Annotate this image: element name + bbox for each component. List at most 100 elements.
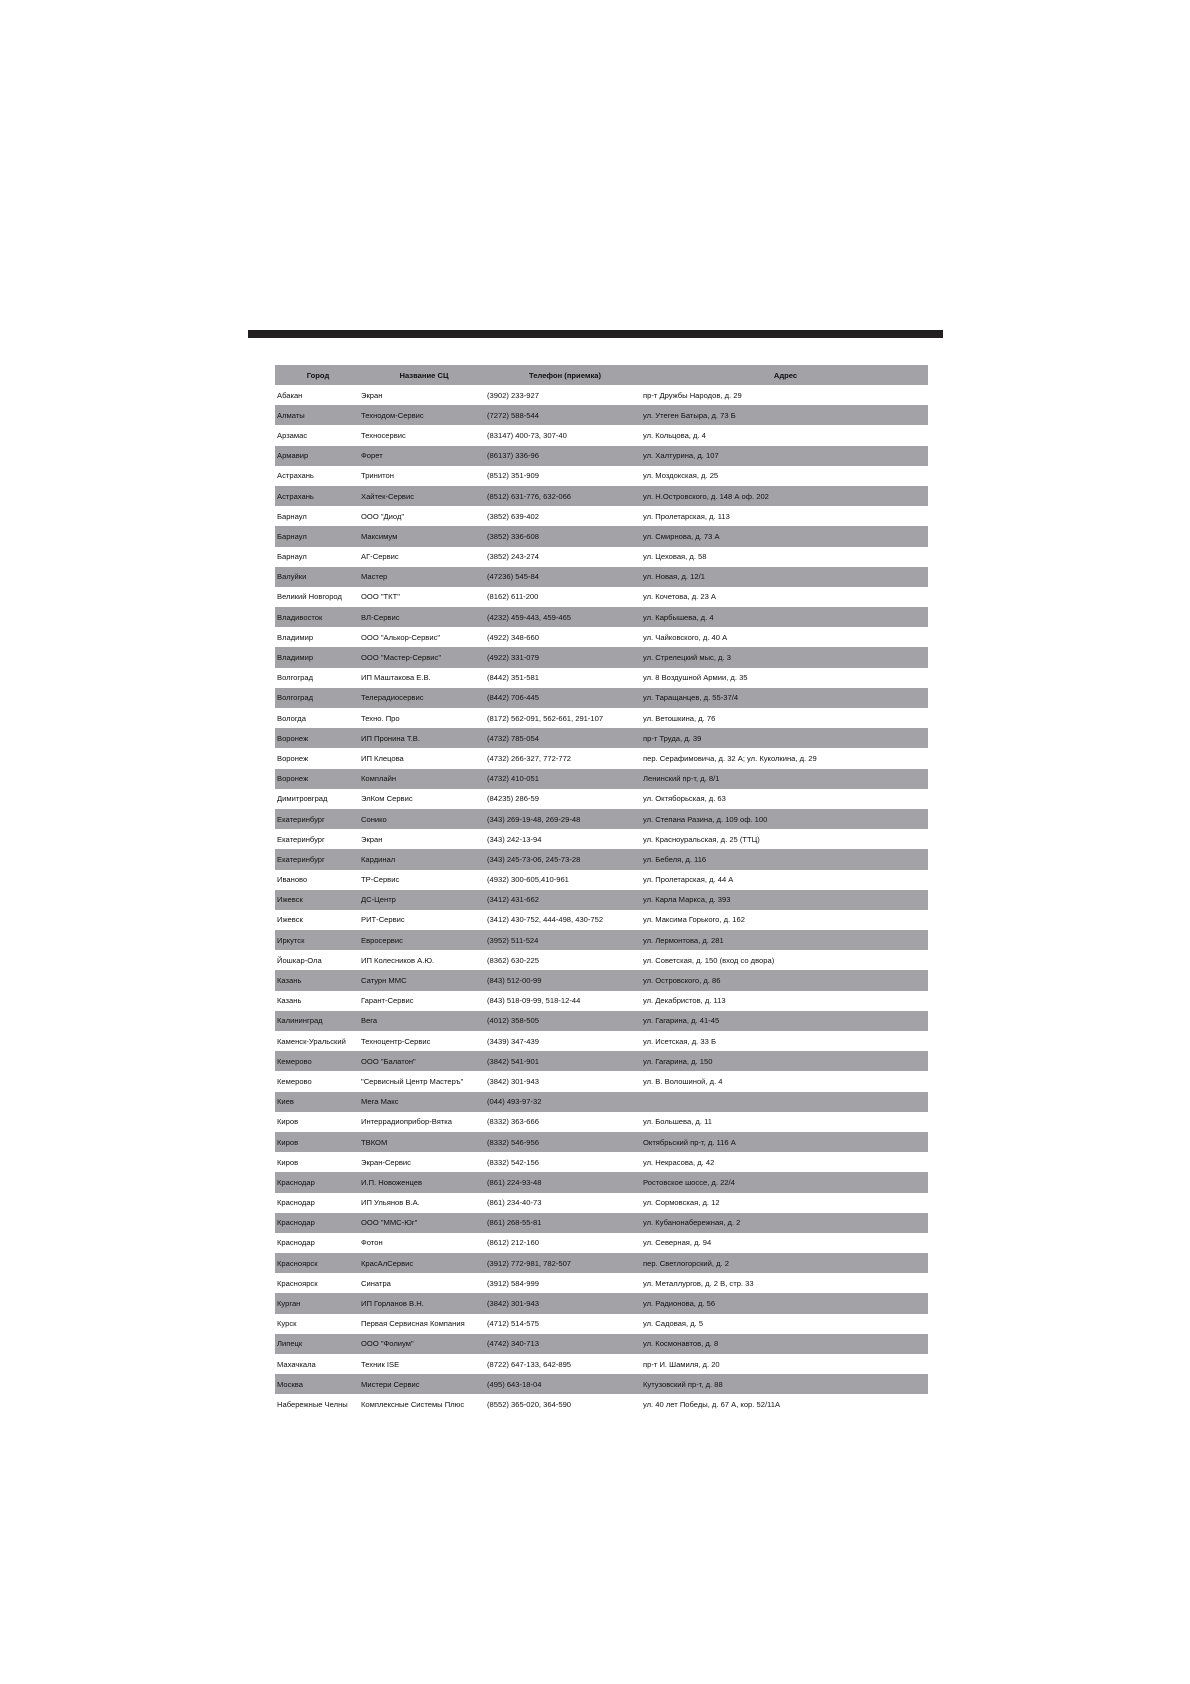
- cell-city: Краснодар: [277, 1238, 315, 1248]
- cell-phone: (343) 242-13-94: [487, 834, 542, 844]
- cell-city: Курган: [277, 1299, 301, 1309]
- cell-city: Екатеринбург: [277, 814, 325, 824]
- cell-phone: (8512) 351-909: [487, 471, 539, 481]
- cell-address: ул. Карбышева, д. 4: [643, 612, 714, 622]
- table-row: Барнаул ООО "Диод" (3852) 639-402 ул. Проле…: [275, 506, 928, 526]
- cell-address: ул. В. Волошиной, д. 4: [643, 1076, 723, 1086]
- cell-address: ул. Максима Горького, д. 162: [643, 915, 745, 925]
- cell-city: Воронеж: [277, 733, 309, 743]
- cell-name: Евросервис: [361, 935, 403, 945]
- cell-address: ул. 40 лет Победы, д. 67 А, кор. 52/11А: [643, 1399, 781, 1409]
- cell-name: Мега Макс: [361, 1097, 399, 1107]
- cell-phone: (861) 234-40-73: [487, 1198, 542, 1208]
- cell-phone: (4732) 785-054: [487, 733, 539, 743]
- cell-name: Технодом-Сервис: [361, 410, 424, 420]
- cell-phone: (8612) 212-160: [487, 1238, 539, 1248]
- cell-address: ул. Большева, д. 11: [643, 1117, 712, 1127]
- cell-name: ООО "Алькор-Сервис": [361, 632, 441, 642]
- cell-city: Валуйки: [277, 572, 307, 582]
- table-row: Барнаул Максимум (3852) 336-608 ул. Смирнов…: [275, 526, 928, 547]
- cell-name: Техноцентр-Сервис: [361, 1036, 431, 1046]
- cell-name: Форет: [361, 451, 383, 461]
- cell-name: И.П. Новоженцев: [361, 1177, 423, 1187]
- cell-phone: (3902) 233-927: [487, 390, 539, 400]
- cell-name: ИП Горланов В.Н.: [361, 1299, 424, 1309]
- cell-city: Астрахань: [277, 491, 314, 501]
- cell-name: КрасАлСервис: [361, 1258, 414, 1268]
- cell-name: Комплексные Системы Плюс: [361, 1399, 465, 1409]
- cell-city: Казань: [277, 976, 302, 986]
- cell-address: ул. Бебеля, д. 116: [643, 854, 707, 864]
- cell-address: ул. Садовая, д. 5: [643, 1319, 704, 1329]
- cell-city: Москва: [277, 1379, 303, 1389]
- cell-city: Воронеж: [277, 753, 309, 763]
- cell-phone: (8332) 542-156: [487, 1157, 539, 1167]
- cell-address: ул. Космонавтов, д. 8: [643, 1339, 719, 1349]
- cell-phone: (3852) 639-402: [487, 511, 539, 521]
- cell-phone: (3912) 772-981, 782-507: [487, 1258, 572, 1268]
- cell-address: ул. Октяборьская, д. 63: [643, 794, 726, 804]
- cell-name: ООО "Мастер-Сервис": [361, 653, 442, 663]
- cell-name: ООО "ММС-Юг": [361, 1218, 418, 1228]
- table-row: Абакан Экран (3902) 233-927 пр-т Дружбы Нар…: [275, 385, 928, 405]
- service-centers-table: Город Название СЦ Телефон (приемка) Адре…: [275, 365, 928, 1415]
- table-row: Киров Экран-Сервис (8332) 542-156 ул. Некра…: [275, 1152, 928, 1172]
- cell-name: Тринитон: [361, 471, 394, 481]
- cell-address: ул. Н.Островского, д. 148 А оф. 202: [643, 491, 769, 501]
- cell-address: Кутузовский пр-т, д. 88: [643, 1379, 723, 1389]
- table-body: Абакан Экран (3902) 233-927 пр-т Дружбы Нар…: [275, 385, 928, 1415]
- cell-phone: (8332) 363-666: [487, 1117, 539, 1127]
- cell-name: Гарант-Сервис: [361, 996, 414, 1006]
- cell-address: ул. Халтурина, д. 107: [643, 451, 719, 461]
- table-row: Краснодар ООО "ММС-Юг" (861) 268-55-81 ул. …: [275, 1212, 928, 1233]
- table-row: Алматы Технодом-Сервис (7272) 588-544 ул. У…: [275, 405, 928, 426]
- table-row: Вологда Техно. Про (8172) 562-091, 562-661…: [275, 708, 928, 728]
- cell-phone: (7272) 588-544: [487, 410, 539, 420]
- cell-phone: (8442) 706-445: [487, 693, 539, 703]
- cell-city: Волгоград: [277, 673, 314, 683]
- cell-address: Октябрьский пр-т, д. 116 А: [643, 1137, 736, 1147]
- header-phone: Телефон (приемка): [528, 370, 602, 380]
- cell-phone: (8362) 630-225: [487, 955, 539, 965]
- cell-name: Экран: [361, 390, 383, 400]
- cell-phone: (4732) 410-051: [487, 774, 539, 784]
- cell-city: Киров: [277, 1117, 299, 1127]
- cell-city: Владимир: [277, 653, 314, 663]
- cell-city: Липецк: [277, 1339, 303, 1349]
- cell-city: Барнаул: [277, 552, 307, 562]
- table-row: Владивосток ВЛ-Сервис (4232) 459-443, 459-…: [275, 607, 928, 628]
- cell-name: ООО "ТКТ": [361, 592, 400, 602]
- cell-phone: (4742) 340-713: [487, 1339, 539, 1349]
- cell-name: Техник ISE: [361, 1359, 400, 1369]
- cell-phone: (843) 512-00-99: [487, 976, 542, 986]
- cell-address: ул. Кубанонабережная, д. 2: [643, 1218, 741, 1228]
- cell-name: "Сервисный Центр Мастеръ": [361, 1076, 464, 1086]
- cell-name: Техно. Про: [361, 713, 400, 723]
- cell-city: Краснодар: [277, 1218, 315, 1228]
- cell-name: АГ-Сервис: [361, 552, 399, 562]
- cell-phone: (83147) 400-73, 307-40: [487, 430, 567, 440]
- cell-phone: (3952) 511-524: [487, 935, 539, 945]
- cell-name: ИП Пронина Т.В.: [361, 733, 420, 743]
- cell-phone: (8332) 546-956: [487, 1137, 539, 1147]
- cell-name: Экран: [361, 834, 383, 844]
- table-row: Астрахань Хайтек-Сервис (8512) 631-776, 63…: [275, 485, 928, 507]
- table-row: Астрахань Тринитон (8512) 351-909 ул. Моздо…: [275, 466, 928, 486]
- table-row: Каменск-Уральский Техноцентр-Сервис (3439)…: [275, 1031, 928, 1051]
- cell-name: ООО "Диод": [361, 511, 405, 521]
- cell-phone: (8512) 631-776, 632-066: [487, 491, 572, 501]
- cell-city: Киев: [277, 1097, 294, 1107]
- cell-city: Кемерово: [277, 1076, 312, 1086]
- cell-address: пер. Светлогорский, д. 2: [643, 1258, 729, 1268]
- table-header: Город Название СЦ Телефон (приемка) Адре…: [275, 365, 928, 385]
- cell-address: ул. Пролетарская, д. 44 А: [643, 875, 734, 885]
- cell-city: Владивосток: [277, 612, 323, 622]
- cell-name: Мастер: [361, 572, 388, 582]
- cell-phone: (8552) 365-020, 364-590: [487, 1399, 572, 1409]
- table-row: Казань Сатурн ММС (843) 512-00-99 ул. Остро…: [275, 970, 928, 991]
- top-divider-bar: [248, 330, 943, 338]
- cell-phone: (3412) 431-662: [487, 895, 539, 905]
- cell-address: ул. Стрелецкий мыс, д. 3: [643, 653, 731, 663]
- table-row: Ижевск РИТ-Сервис (3412) 430-752, 444-498,…: [275, 910, 928, 930]
- cell-name: Интеррадиоприбор-Вятка: [361, 1117, 453, 1127]
